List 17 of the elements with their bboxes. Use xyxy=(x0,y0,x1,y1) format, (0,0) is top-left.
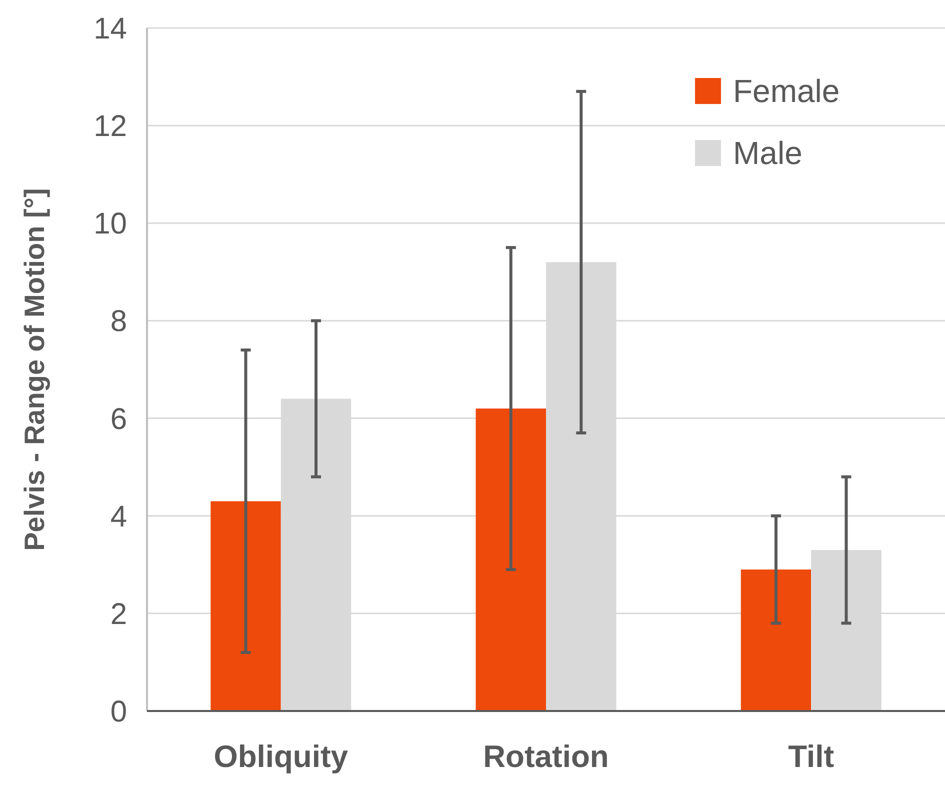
legend-label: Male xyxy=(733,135,802,172)
y-tick-label: 4 xyxy=(110,500,127,534)
x-tick-label: Obliquity xyxy=(214,739,349,774)
y-tick-label: 0 xyxy=(110,696,127,728)
y-axis-title: Pelvis - Range of Motion [°] xyxy=(19,188,50,551)
bar xyxy=(210,501,281,711)
bar xyxy=(476,408,546,711)
bar xyxy=(740,570,812,711)
x-tick-label: Tilt xyxy=(788,739,834,774)
y-tick-label: 8 xyxy=(110,305,127,338)
y-tick-label: 12 xyxy=(94,110,127,144)
y-tick-label: 6 xyxy=(110,402,127,436)
y-tick-label: 2 xyxy=(110,598,127,631)
legend-label: Female xyxy=(733,73,840,110)
x-tick-label: Rotation xyxy=(483,739,609,774)
y-tick-label: 14 xyxy=(94,12,127,46)
y-tick-label: 10 xyxy=(94,208,127,241)
